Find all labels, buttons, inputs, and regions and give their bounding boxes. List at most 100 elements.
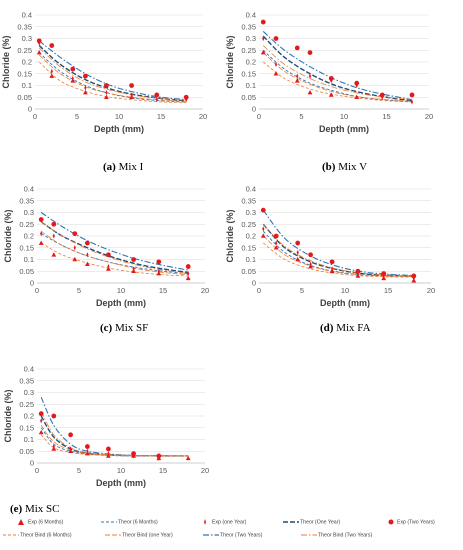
data-point-exp-6-months xyxy=(38,429,44,435)
data-point-exp-two-years xyxy=(295,240,301,246)
y-tick-label: 0.4 xyxy=(24,185,34,194)
x-tick-label: 0 xyxy=(35,286,39,295)
data-point-exp-two-years xyxy=(131,257,137,262)
data-point-exp-6-months xyxy=(294,78,300,83)
y-tick-label: 0 xyxy=(30,279,34,288)
data-point-exp-one-year xyxy=(86,252,89,258)
data-point-exp-one-year xyxy=(274,61,278,67)
series-line-t6 xyxy=(40,233,189,275)
data-point-exp-two-years xyxy=(38,411,44,417)
data-point-exp-two-years xyxy=(36,38,42,44)
y-axis-title: Chloride (%) xyxy=(3,209,13,262)
data-point-exp-two-years xyxy=(260,207,266,213)
data-point-exp-6-months xyxy=(273,71,279,76)
data-point-exp-one-year xyxy=(132,266,135,272)
data-point-exp-6-months xyxy=(185,275,191,281)
series-line-b2 xyxy=(40,221,189,274)
data-point-exp-one-year xyxy=(262,35,265,42)
legend-marker-b2 xyxy=(301,534,317,536)
data-point-exp-two-years xyxy=(131,451,137,456)
data-point-exp-two-years xyxy=(106,252,111,258)
data-point-exp-one-year xyxy=(157,268,160,274)
legend-marker-t6 xyxy=(101,521,117,523)
legend-label: Theor Bind (6 Months) xyxy=(20,532,72,539)
legend-label: Theor (One Year) xyxy=(300,519,341,526)
series-line-t2 xyxy=(262,31,413,101)
x-tick-label: 20 xyxy=(199,112,207,121)
legend-marker-exp1 xyxy=(204,519,206,525)
data-point-exp-two-years xyxy=(411,273,417,279)
y-tick-label: 0.35 xyxy=(241,196,256,205)
y-tick-label: 0.3 xyxy=(246,34,256,43)
legend-marker-b1 xyxy=(105,534,121,536)
legend-marker-exp6 xyxy=(18,519,24,525)
chart-panel-mix-i: 0 0.05 0.1 0.15 0.2 0.25 0.3 0.35 0.4 0 5 10 15 20 Dep… xyxy=(1,11,207,135)
legend-label: Theor (Two Years) xyxy=(220,532,263,539)
data-point-exp-one-year xyxy=(130,92,133,98)
data-point-exp-one-year xyxy=(105,89,108,96)
data-point-exp-two-years xyxy=(328,76,334,81)
x-tick-label: 20 xyxy=(201,286,209,295)
y-tick-label: 0 xyxy=(252,279,256,288)
y-tick-label: 0.2 xyxy=(22,58,32,67)
series-line-t1 xyxy=(262,223,414,277)
data-point-exp-6-months xyxy=(260,233,266,238)
y-tick-label: 0.05 xyxy=(19,447,34,456)
x-tick-label: 20 xyxy=(201,466,209,475)
legend: Exp (6 Months) Theor (6 Months) Exp (one… xyxy=(0,515,463,550)
y-tick-label: 0.25 xyxy=(17,46,32,55)
data-point-exp-6-months xyxy=(307,89,313,95)
x-tick-label: 10 xyxy=(341,286,349,295)
y-tick-label: 0.05 xyxy=(241,267,256,276)
y-tick-label: 0.35 xyxy=(241,22,256,31)
chart-panel-mix-sf: 0 0.05 0.1 0.15 0.2 0.25 0.3 0.35 0.4 0 5 10 15 20 Dep… xyxy=(3,185,209,309)
legend-marker-t2 xyxy=(203,534,219,536)
y-tick-label: 0.25 xyxy=(19,400,34,409)
legend-label: Theor (6 Months) xyxy=(118,519,158,526)
y-tick-label: 0.25 xyxy=(241,220,256,229)
y-tick-label: 0.15 xyxy=(19,243,34,252)
y-tick-label: 0.35 xyxy=(17,22,32,31)
data-point-exp-two-years xyxy=(104,83,109,88)
caption-b-text: Mix V xyxy=(335,161,368,173)
caption-c-letter: (c) xyxy=(100,322,113,334)
data-point-exp-6-months xyxy=(104,94,109,100)
data-point-exp-one-year xyxy=(40,231,43,237)
data-point-exp-two-years xyxy=(183,94,189,100)
y-tick-label: 0.2 xyxy=(246,58,256,67)
data-point-exp-two-years xyxy=(307,50,313,55)
data-point-exp-two-years xyxy=(329,259,335,265)
y-tick-label: 0.1 xyxy=(24,435,34,444)
data-point-exp-6-months xyxy=(83,89,88,95)
data-point-exp-two-years xyxy=(185,264,191,269)
series-line-b2 xyxy=(38,47,187,101)
x-tick-label: 20 xyxy=(425,112,433,121)
y-tick-label: 0 xyxy=(252,105,256,114)
series-line-b6 xyxy=(41,242,189,277)
data-point-exp-one-year xyxy=(262,226,265,232)
data-point-exp-two-years xyxy=(49,43,55,48)
data-point-exp-two-years xyxy=(154,92,160,98)
data-point-exp-two-years xyxy=(70,66,76,72)
data-point-exp-6-months xyxy=(36,50,42,55)
x-axis-title: Depth (mm) xyxy=(94,124,144,134)
series-line-t6 xyxy=(40,427,189,457)
legend-label: Theor Bind (Two Years) xyxy=(318,532,373,539)
data-point-exp-6-months xyxy=(38,240,44,245)
y-tick-label: 0.3 xyxy=(246,208,256,217)
y-tick-label: 0.05 xyxy=(19,267,34,276)
data-point-exp-6-months xyxy=(328,92,334,97)
series-line-t1 xyxy=(38,45,187,102)
data-point-exp-one-year xyxy=(275,240,278,246)
legend-label: Exp (Two Years) xyxy=(397,519,435,526)
data-point-exp-6-months xyxy=(354,94,360,100)
legend-marker-exp2 xyxy=(388,519,394,525)
caption-a-letter: (a) xyxy=(103,161,116,173)
legend-item-theor-bind-two-years: Theor Bind (Two Years) xyxy=(300,531,372,539)
data-point-exp-one-year xyxy=(107,451,110,457)
data-point-exp-one-year xyxy=(187,271,190,277)
legend-item-theor-bind-6-months: Theor Bind (6 Months) xyxy=(2,531,72,539)
y-tick-label: 0.35 xyxy=(19,376,34,385)
caption-e-text: Mix SC xyxy=(22,503,60,515)
x-tick-label: 10 xyxy=(117,466,125,475)
